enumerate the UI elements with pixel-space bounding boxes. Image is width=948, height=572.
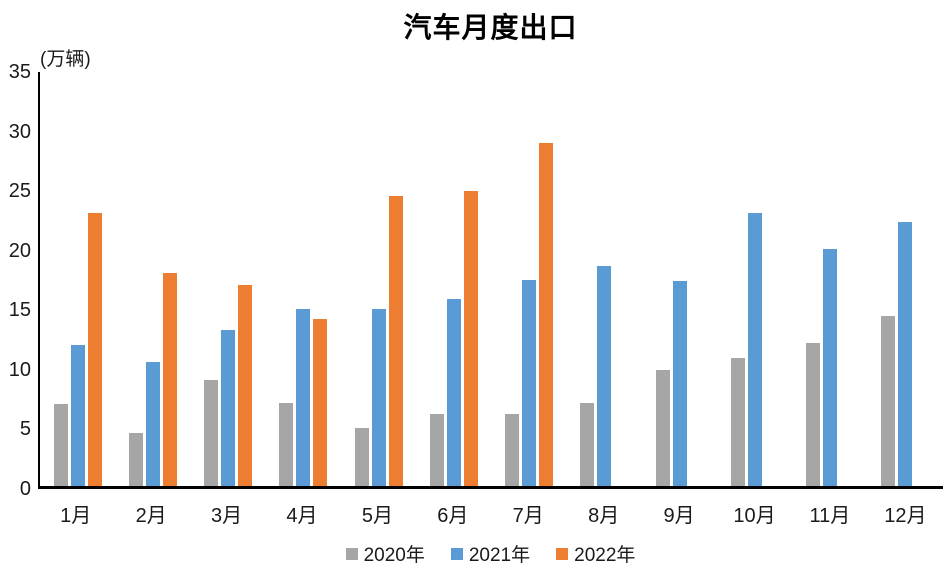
y-axis-tick-labels: 0 5 10 15 20 25 30 35 (0, 62, 31, 499)
bar-2022年-1月 (87, 212, 102, 486)
chart-title: 汽车月度出口 (403, 13, 578, 44)
x-axis-label-10月: 10月 (733, 505, 776, 527)
month-group-5月 (341, 72, 416, 486)
legend: 2020年 2021年 2022年 (38, 540, 943, 567)
y-tick-label-25: 25 (8, 180, 31, 203)
x-axis-label-12月: 12月 (884, 505, 927, 527)
bar-2022年-2月 (162, 273, 177, 486)
x-axis-label-1月: 1月 (60, 505, 92, 527)
month-group-9月 (642, 72, 717, 486)
bar-2021年-1月 (70, 345, 85, 486)
bar-2021年-3月 (221, 329, 236, 486)
month-group-3月 (191, 72, 266, 486)
bar-2021年-2月 (145, 361, 160, 486)
x-axis-label-7月: 7月 (512, 505, 544, 527)
legend-marker-2022年 (556, 547, 569, 560)
bar-2021年-4月 (296, 308, 311, 486)
y-tick-label-35: 35 (8, 61, 31, 83)
legend-label-2021年: 2021年 (468, 545, 531, 566)
month-group-6月 (416, 72, 491, 486)
month-group-8月 (567, 72, 642, 486)
bar-2020年-10月 (730, 358, 745, 486)
month-group-1月 (40, 72, 115, 486)
x-axis-label-3月: 3月 (210, 505, 243, 527)
bar-2022年-6月 (463, 191, 478, 486)
month-group-4月 (266, 72, 341, 486)
x-axis-label-9月: 9月 (663, 505, 695, 527)
bar-2020年-12月 (881, 315, 896, 486)
x-axis-label-11月: 11月 (809, 505, 851, 527)
bar-2022年-3月 (238, 284, 253, 486)
y-tick-label-15: 15 (8, 299, 31, 322)
legend-label-2020年: 2020年 (363, 545, 425, 566)
bar-2021年-11月 (823, 249, 838, 486)
bar-2020年-5月 (354, 428, 369, 486)
legend-item-2022年: 2022年 (556, 540, 635, 567)
y-tick-label-20: 20 (8, 239, 31, 262)
month-group-10月 (717, 72, 792, 486)
y-tick-label-5: 5 (19, 418, 31, 441)
legend-marker-2021年 (450, 547, 463, 560)
legend-marker-2020年 (345, 547, 358, 560)
bar-2020年-9月 (655, 370, 670, 486)
bar-2020年-6月 (429, 413, 444, 486)
x-axis-label-4月: 4月 (286, 505, 318, 527)
bar-2022年-4月 (313, 319, 328, 486)
bar-2020年-2月 (128, 432, 143, 486)
bar-2020年-4月 (279, 403, 294, 486)
bar-2020年-1月 (53, 404, 68, 486)
x-axis-labels: 1月 2月 3月 4月 5月 6月 7月 8月 9月 10月 11月 12月 (38, 499, 943, 528)
bar-2021年-9月 (672, 281, 687, 486)
bar-2021年-12月 (898, 222, 913, 486)
legend-label-2022年: 2022年 (574, 545, 636, 566)
bar-2020年-11月 (806, 342, 821, 486)
y-axis-unit-label: (万辆) (40, 49, 91, 70)
legend-item-2020年: 2020年 (345, 540, 425, 567)
bar-2021年-8月 (597, 266, 612, 486)
x-axis-label-2月: 2月 (135, 505, 167, 527)
bar-2021年-5月 (371, 308, 386, 486)
bar-2020年-3月 (204, 379, 219, 486)
bar-2021年-6月 (446, 299, 461, 486)
x-axis-label-5月: 5月 (361, 505, 393, 527)
plot-area (38, 72, 943, 489)
legend-item-2021年: 2021年 (450, 540, 531, 567)
bar-2021年-10月 (747, 212, 762, 486)
bar-2022年-5月 (388, 196, 403, 486)
y-tick-label-10: 10 (8, 358, 31, 381)
y-tick-label-0: 0 (19, 478, 31, 500)
bar-2020年-8月 (580, 403, 595, 486)
bar-2022年-7月 (539, 142, 554, 486)
month-group-2月 (115, 72, 190, 486)
bar-2020年-7月 (505, 413, 520, 486)
month-group-11月 (793, 72, 868, 486)
bar-2021年-7月 (522, 280, 537, 486)
month-group-7月 (492, 72, 567, 486)
x-axis-label-6月: 6月 (437, 505, 469, 527)
x-axis-label-8月: 8月 (588, 505, 620, 527)
y-tick-label-30: 30 (8, 120, 31, 143)
month-group-12月 (868, 72, 943, 486)
